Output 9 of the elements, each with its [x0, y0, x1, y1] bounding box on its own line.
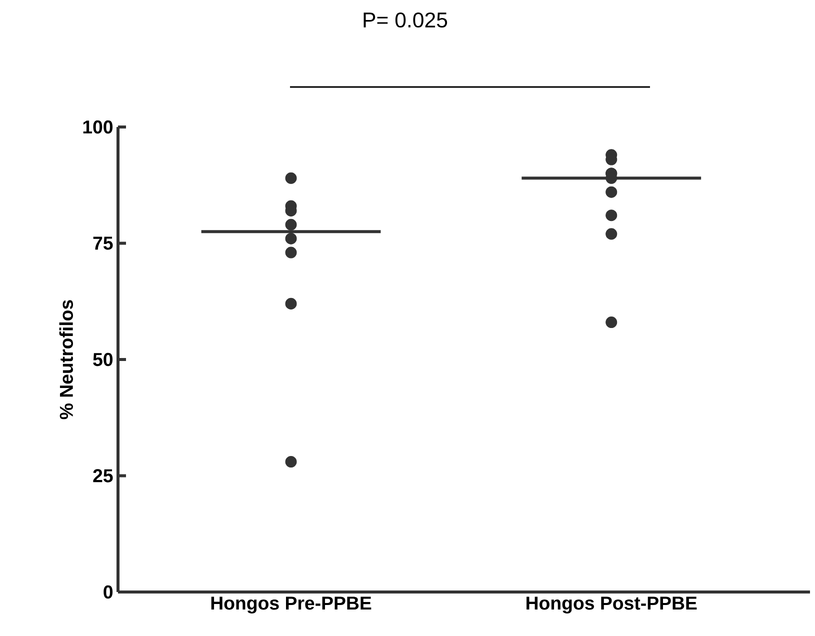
y-axis-title: % Neutrofilos [59, 300, 74, 420]
y-tick-label: 75 [93, 236, 113, 250]
text: P= 0.025 [364, 12, 448, 28]
y-tick-label: 25 [93, 469, 113, 482]
y-tick-label: 50 [93, 352, 113, 366]
x-tick-label: Hongos Pre-PPBE [211, 596, 372, 614]
x-tick-label: Hongos Post-PPBE [526, 596, 697, 614]
y-tick-label: 100 [83, 120, 113, 134]
y-tick-label: 0 [104, 585, 113, 599]
